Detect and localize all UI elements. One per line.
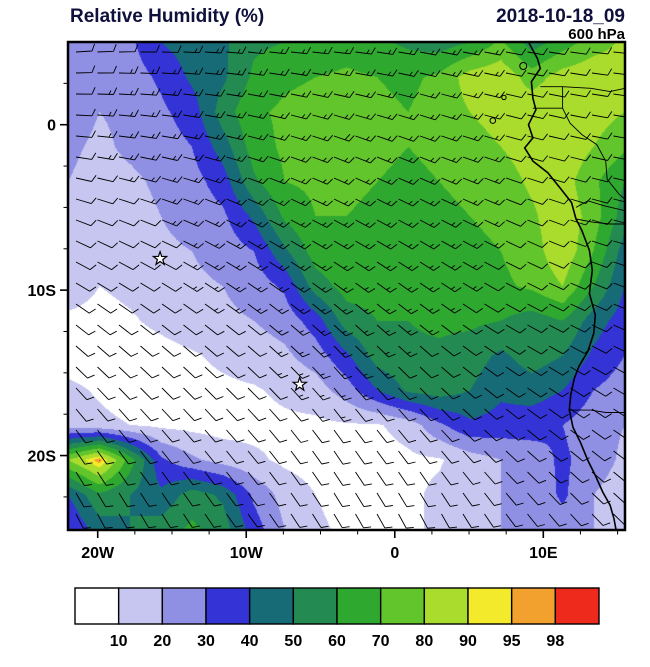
x-tick-label: 10W — [230, 545, 264, 562]
x-tick-label: 10E — [529, 545, 558, 562]
colorbar-label: 60 — [328, 633, 346, 650]
colorbar-box — [379, 587, 426, 625]
country-border-path — [562, 86, 625, 93]
humidity-field-canvas — [68, 42, 625, 530]
map-frame — [66, 40, 627, 532]
colorbar-label: 70 — [372, 633, 390, 650]
colorbar-label: 98 — [546, 633, 564, 650]
y-tick-label: 0 — [47, 118, 56, 135]
colorbar-box — [554, 587, 600, 625]
coastline-path — [523, 42, 617, 530]
colorbar-box — [510, 587, 557, 625]
map-clipped-layers — [75, 42, 625, 530]
island-outline — [489, 117, 497, 124]
y-tick-label: 10S — [28, 283, 57, 300]
colorbar-label: 80 — [415, 633, 433, 650]
colorbar-box — [161, 587, 207, 625]
wind-barbs — [75, 43, 625, 529]
colorbar: 10 20 30 40 50 60 70 80 90 95 98 — [74, 587, 600, 650]
island-outline — [519, 61, 528, 70]
country-border-path — [532, 86, 564, 109]
colorbar-box — [467, 587, 513, 625]
x-tick-label: 0 — [390, 545, 399, 562]
colorbar-label: 95 — [503, 633, 521, 650]
colorbar-label: 10 — [110, 633, 128, 650]
valid-datetime: 2018-10-18_09 — [496, 6, 625, 27]
island-outline — [501, 94, 507, 101]
pressure-level-label: 600 hPa — [568, 26, 625, 43]
colorbar-box — [74, 587, 120, 625]
colorbar-box — [117, 587, 164, 625]
y-tick-label: 20S — [28, 449, 57, 466]
colorbar-box — [336, 587, 382, 625]
x-tick-label: 20W — [81, 545, 115, 562]
storm-marker-star — [151, 249, 169, 266]
page-title: Relative Humidity (%) — [70, 6, 265, 27]
colorbar-box — [423, 587, 469, 625]
country-border-path — [569, 409, 625, 413]
colorbar-label: 50 — [284, 633, 302, 650]
colorbar-label: 20 — [153, 633, 171, 650]
colorbar-box — [205, 587, 251, 625]
country-border-path — [562, 107, 625, 200]
country-border-path — [575, 200, 625, 212]
colorbar-label: 40 — [241, 633, 259, 650]
storm-marker-star — [291, 375, 309, 392]
colorbar-box — [248, 587, 295, 625]
colorbar-label: 30 — [197, 633, 215, 650]
axis-ticks-and-labels: 20W 10W 0 10E 0 10S 20S — [28, 82, 619, 562]
colorbar-box — [292, 587, 338, 625]
colorbar-label: 90 — [459, 633, 477, 650]
